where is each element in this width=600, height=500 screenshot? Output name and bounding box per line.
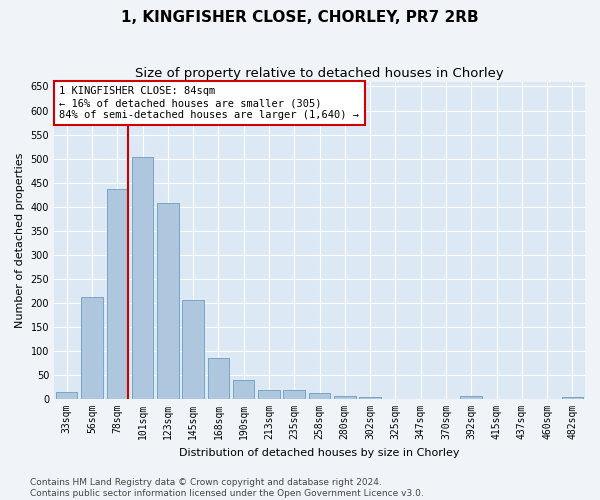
- Bar: [182, 300, 204, 399]
- Bar: [107, 189, 128, 399]
- Bar: [157, 204, 179, 399]
- Text: 1 KINGFISHER CLOSE: 84sqm
← 16% of detached houses are smaller (305)
84% of semi: 1 KINGFISHER CLOSE: 84sqm ← 16% of detac…: [59, 86, 359, 120]
- Title: Size of property relative to detached houses in Chorley: Size of property relative to detached ho…: [135, 68, 504, 80]
- Bar: [334, 396, 356, 399]
- Bar: [56, 392, 77, 399]
- Bar: [562, 396, 583, 399]
- X-axis label: Distribution of detached houses by size in Chorley: Distribution of detached houses by size …: [179, 448, 460, 458]
- Bar: [359, 396, 381, 399]
- Bar: [208, 358, 229, 399]
- Bar: [258, 390, 280, 399]
- Bar: [233, 380, 254, 399]
- Y-axis label: Number of detached properties: Number of detached properties: [15, 152, 25, 328]
- Bar: [81, 297, 103, 399]
- Bar: [460, 396, 482, 399]
- Text: 1, KINGFISHER CLOSE, CHORLEY, PR7 2RB: 1, KINGFISHER CLOSE, CHORLEY, PR7 2RB: [121, 10, 479, 25]
- Bar: [132, 157, 153, 399]
- Bar: [283, 390, 305, 399]
- Bar: [309, 394, 330, 399]
- Text: Contains HM Land Registry data © Crown copyright and database right 2024.
Contai: Contains HM Land Registry data © Crown c…: [30, 478, 424, 498]
